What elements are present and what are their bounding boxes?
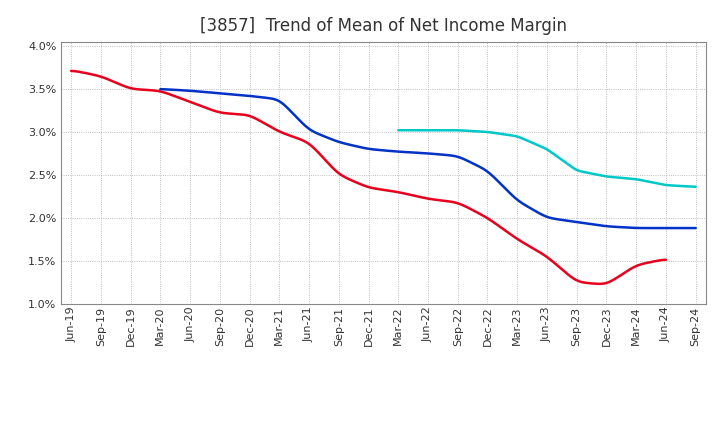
5 Years — [156, 87, 165, 92]
5 Years — [691, 225, 700, 231]
3 Years — [419, 195, 428, 200]
5 Years — [473, 163, 482, 168]
3 Years — [608, 278, 616, 283]
7 Years — [395, 128, 404, 133]
3 Years — [662, 257, 670, 262]
7 Years — [570, 166, 579, 171]
5 Years — [642, 225, 650, 231]
Line: 3 Years: 3 Years — [71, 71, 666, 284]
5 Years — [607, 224, 616, 229]
Title: [3857]  Trend of Mean of Net Income Margin: [3857] Trend of Mean of Net Income Margi… — [200, 17, 567, 35]
3 Years — [431, 197, 439, 202]
3 Years — [421, 195, 430, 201]
5 Years — [654, 225, 662, 231]
Line: 5 Years: 5 Years — [161, 89, 696, 228]
5 Years — [484, 169, 492, 175]
3 Years — [568, 275, 577, 280]
3 Years — [69, 68, 78, 73]
7 Years — [576, 169, 585, 174]
7 Years — [691, 184, 700, 189]
7 Years — [394, 128, 402, 133]
3 Years — [67, 68, 76, 73]
5 Years — [158, 87, 166, 92]
7 Years — [571, 167, 580, 172]
3 Years — [596, 281, 605, 286]
7 Years — [644, 179, 653, 184]
7 Years — [664, 183, 672, 188]
Line: 7 Years: 7 Years — [398, 130, 696, 187]
5 Years — [474, 164, 483, 169]
